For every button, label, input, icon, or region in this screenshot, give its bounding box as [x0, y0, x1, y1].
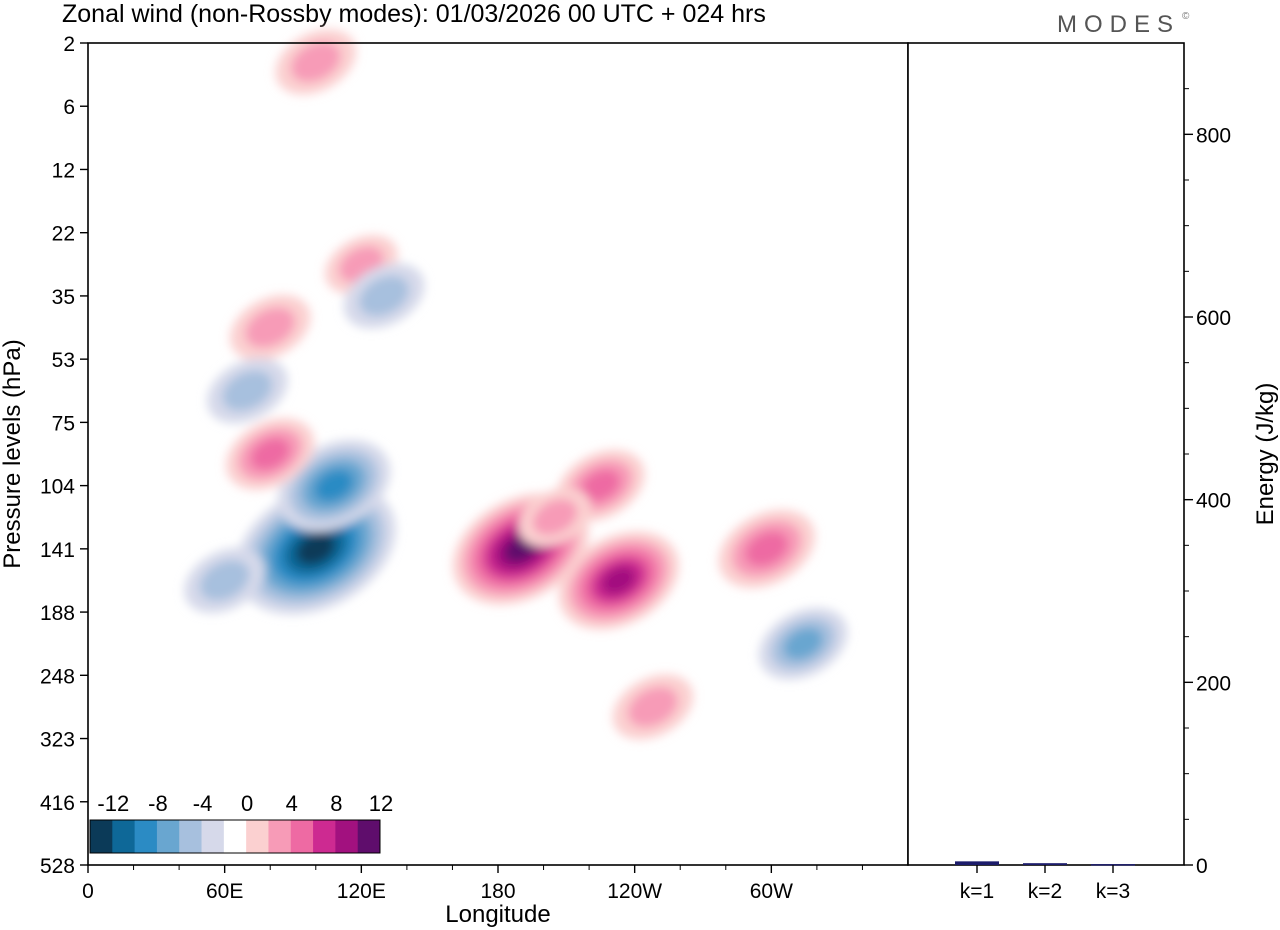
field-feature — [718, 509, 816, 589]
field-feature — [229, 294, 311, 361]
energy-tick-label: 800 — [1196, 124, 1231, 147]
contour-level — [628, 686, 678, 727]
colorbar-swatch — [335, 820, 359, 853]
field-feature — [225, 418, 315, 490]
field-feature — [277, 439, 391, 532]
energy-bar — [955, 861, 999, 865]
y-axis-label: Pressure levels (hPa) — [0, 339, 26, 568]
colorbar-label: 12 — [369, 791, 393, 816]
x-tick-label: 60W — [750, 880, 793, 903]
x-tick-label: 120W — [607, 880, 662, 903]
y-tick-label: 53 — [52, 349, 75, 372]
colorbar-frame — [89, 819, 381, 854]
colorbar-label: 0 — [241, 791, 253, 816]
colorbar: -12 -8 -4 0 4 8 12 — [89, 791, 393, 854]
contour-level — [250, 438, 290, 470]
colorbar-swatch — [223, 820, 247, 853]
y-tick-label: 528 — [40, 855, 75, 878]
field-feature — [758, 607, 848, 680]
y-tick-label: 2 — [63, 33, 75, 56]
modes-logo: MODES — [1057, 11, 1180, 38]
contour-level — [199, 560, 250, 601]
y-tick-label: 104 — [40, 476, 75, 499]
y-tick-label: 416 — [40, 792, 75, 815]
y-tick-label: 248 — [40, 665, 75, 688]
energy-frame — [907, 42, 1185, 866]
field-feature — [343, 263, 425, 329]
colorbar-label: -4 — [193, 791, 213, 816]
contour-level — [580, 469, 621, 502]
colorbar-swatch — [156, 820, 180, 853]
colorbar-label: 4 — [286, 791, 298, 816]
y-tick-label: 6 — [63, 96, 75, 119]
x-tick-label: 180 — [480, 880, 515, 903]
colorbar-swatch — [246, 820, 269, 853]
field-feature — [518, 487, 592, 547]
chart-title: Zonal wind (non-Rossby modes): 01/03/202… — [62, 0, 766, 28]
colorbar-swatch — [112, 820, 136, 853]
contour-level — [601, 566, 636, 595]
energy-axis: 0 200 400 600 800 — [1184, 88, 1231, 878]
colorbar-label: 8 — [330, 791, 342, 816]
colorbar-swatch — [90, 820, 113, 853]
bar-category-label: k=3 — [1096, 880, 1130, 903]
y-tick-label: 141 — [40, 539, 75, 562]
x-axis-label: Longitude — [445, 901, 550, 928]
contour-level — [245, 307, 296, 348]
heatmap-panel: 0 60E 120E 180 120W 60W 2 6 12 22 35 53 75 104 141 188… — [0, 29, 909, 928]
energy-bar — [1091, 864, 1135, 866]
y-tick-label: 75 — [52, 412, 75, 435]
pressure-axis: 2 6 12 22 35 53 75 104 141 188 248 323 416 528 — [40, 33, 88, 878]
bar-category-label: k=2 — [1028, 880, 1062, 903]
colorbar-swatch — [201, 820, 225, 853]
colorbar-swatch — [313, 820, 336, 853]
y-tick-label: 22 — [52, 223, 75, 246]
colorbar-swatch — [134, 820, 158, 853]
contour-level — [296, 532, 336, 565]
contour-level — [783, 627, 823, 660]
heatmap-background — [88, 43, 908, 865]
colorbar-swatch — [357, 820, 381, 853]
contour-level — [359, 275, 409, 316]
energy-axis-label: Energy (J/kg) — [1252, 383, 1279, 526]
y-tick-label: 323 — [40, 729, 75, 752]
field-feature — [184, 547, 266, 614]
energy-tick-label: 400 — [1196, 490, 1231, 513]
colorbar-swatch — [179, 820, 203, 853]
y-tick-label: 188 — [40, 602, 75, 625]
energy-tick-label: 0 — [1196, 855, 1208, 878]
field-feature — [207, 358, 288, 424]
colorbar-label: -12 — [97, 791, 129, 816]
colorbar-label: -8 — [148, 791, 168, 816]
field-feature — [612, 674, 694, 740]
y-tick-label: 35 — [52, 286, 75, 309]
field-feature — [558, 531, 679, 630]
energy-bar — [1023, 863, 1067, 865]
contour-level — [745, 531, 789, 567]
contour-fields — [184, 29, 848, 740]
energy-panel: 0 200 400 600 800 k=1 k=2 k=3 Energy (J/kg) — [907, 42, 1279, 903]
contour-level — [314, 469, 354, 502]
contour-level — [532, 499, 578, 536]
contour-level — [290, 41, 341, 83]
x-tick-label: 120E — [337, 880, 386, 903]
field-feature — [452, 493, 589, 605]
field-feature — [275, 29, 357, 95]
x-tick-label: 60E — [206, 880, 243, 903]
logo-mark: © — [1182, 11, 1190, 22]
colorbar-swatch — [268, 820, 292, 853]
wavenumber-axis: k=1 k=2 k=3 — [960, 865, 1130, 903]
energy-tick-label: 200 — [1196, 672, 1231, 695]
colorbar-swatch — [290, 820, 314, 853]
y-tick-label: 12 — [52, 159, 75, 182]
contour-level — [222, 370, 273, 411]
bar-category-label: k=1 — [960, 880, 994, 903]
x-tick-label: 0 — [82, 880, 94, 903]
longitude-axis: 0 60E 120E 180 120W 60W — [82, 865, 863, 903]
energy-bars — [955, 861, 1135, 866]
energy-tick-label: 600 — [1196, 307, 1231, 330]
